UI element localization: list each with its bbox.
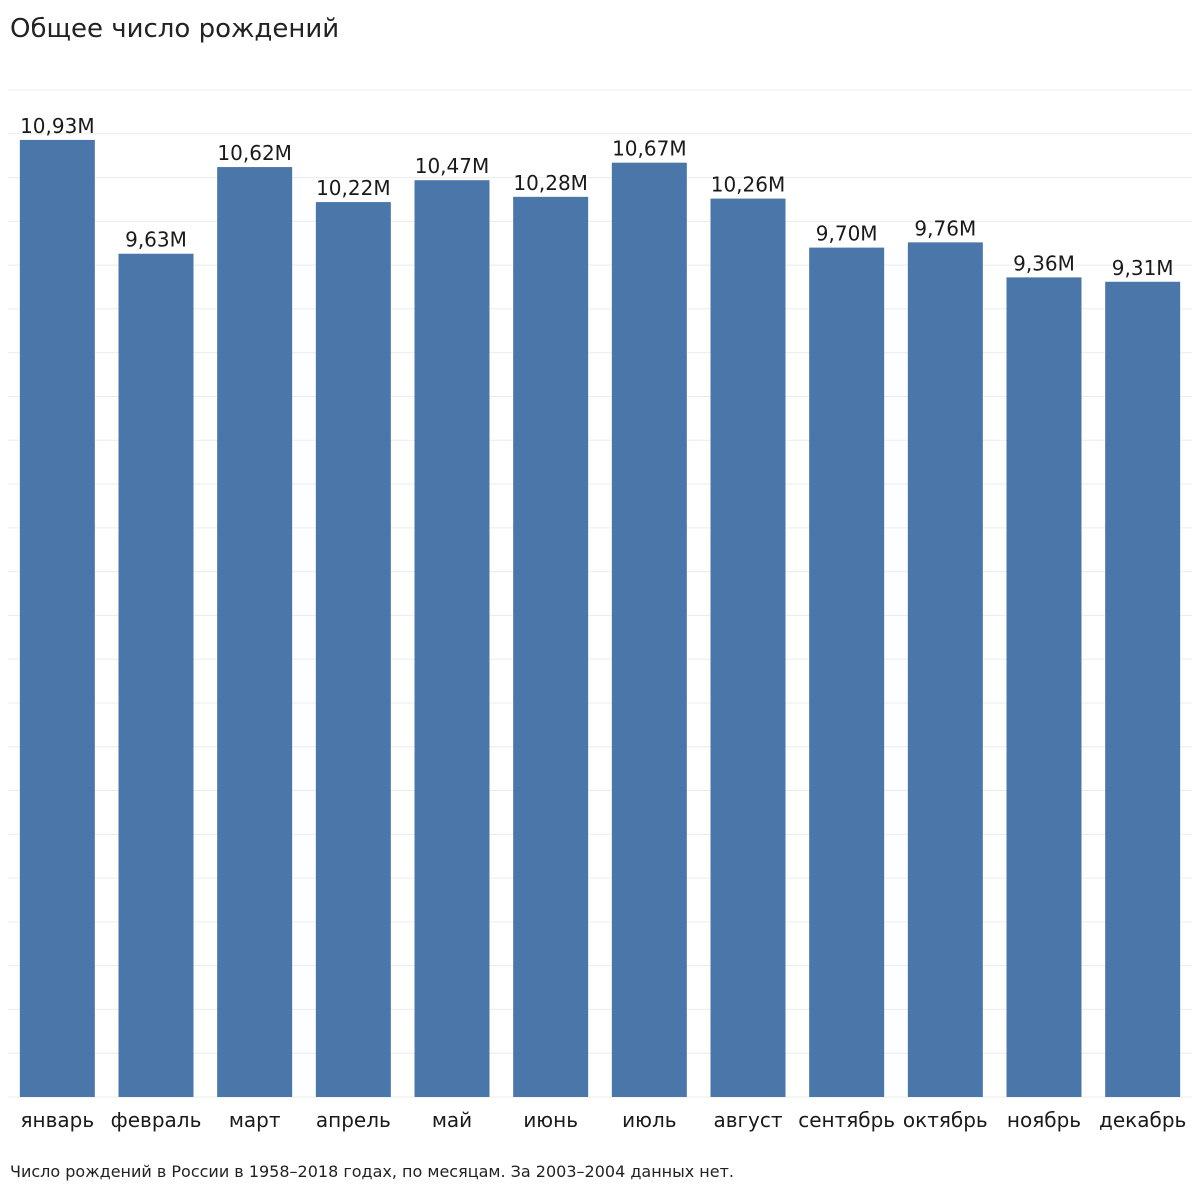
chart-caption: Число рождений в России в 1958–2018 года… (10, 1162, 735, 1181)
x-tick-label-3: апрель (316, 1108, 391, 1132)
gridlines (8, 89, 1192, 1098)
data-label-10: 9,36M (1013, 251, 1075, 275)
x-tick-label-7: август (713, 1108, 782, 1132)
data-label-2: 10,62M (217, 141, 292, 165)
data-label-5: 10,28M (513, 171, 588, 195)
bar-10[interactable] (1006, 277, 1082, 1098)
data-label-11: 9,31M (1112, 256, 1174, 280)
data-label-7: 10,26M (711, 173, 786, 197)
bar-2[interactable] (217, 167, 293, 1098)
bar-8[interactable] (809, 247, 885, 1098)
bar-0[interactable] (19, 139, 95, 1097)
x-tick-label-4: май (432, 1108, 472, 1132)
x-tick-labels: январь февраль март апрель май июнь июль август… (21, 1108, 1187, 1132)
data-labels: 10,93M 9,63M 10,62M 10,22M 10,47M 10,28M 10,67… (20, 114, 1173, 280)
x-tick-label-6: июль (622, 1108, 676, 1132)
data-label-6: 10,67M (612, 137, 687, 161)
data-label-4: 10,47M (415, 154, 490, 178)
data-label-3: 10,22M (316, 176, 391, 200)
bar-4[interactable] (414, 180, 490, 1098)
x-tick-label-5: июнь (523, 1108, 578, 1132)
bar-3[interactable] (315, 202, 391, 1097)
bar-6[interactable] (611, 162, 687, 1097)
chart-title: Общее число рождений (10, 14, 340, 44)
bars (19, 139, 1181, 1098)
x-tick-label-10: ноябрь (1007, 1108, 1081, 1132)
data-label-8: 9,70M (816, 222, 878, 246)
bar-11[interactable] (1105, 281, 1181, 1097)
bar-9[interactable] (907, 242, 983, 1098)
data-label-1: 9,63M (125, 228, 187, 252)
bar-7[interactable] (710, 198, 786, 1097)
x-tick-label-9: октябрь (903, 1108, 988, 1132)
x-tick-label-1: февраль (111, 1108, 202, 1132)
bar-1[interactable] (118, 253, 194, 1098)
data-label-0: 10,93M (20, 114, 95, 138)
x-tick-label-11: декабрь (1099, 1108, 1186, 1132)
bar-5[interactable] (513, 196, 589, 1097)
x-tick-label-2: март (229, 1108, 281, 1132)
x-tick-label-8: сентябрь (798, 1108, 895, 1132)
data-label-9: 9,76M (914, 216, 976, 240)
x-tick-label-0: январь (21, 1108, 95, 1132)
